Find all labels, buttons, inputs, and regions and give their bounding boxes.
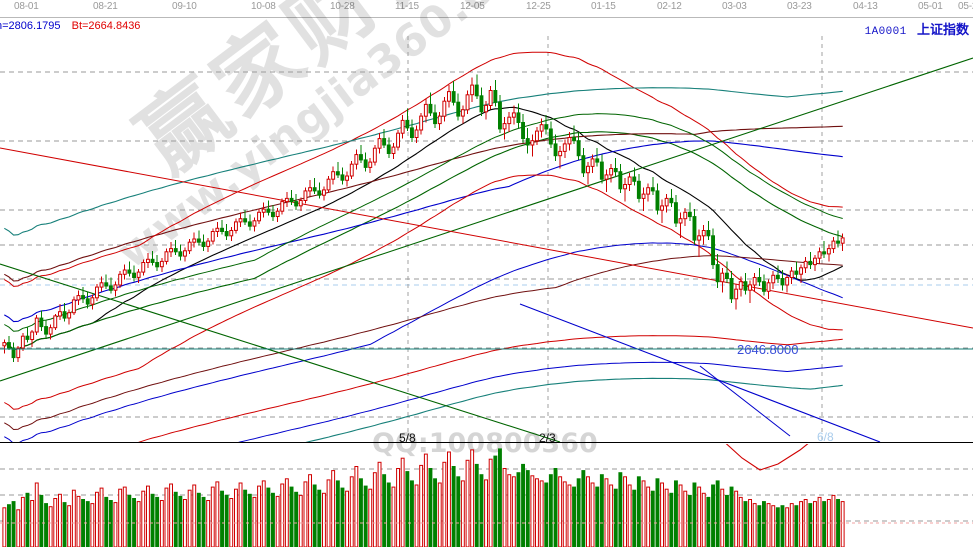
price-panel[interactable] <box>0 36 973 442</box>
date-tick: 03-23 <box>787 1 812 12</box>
volume-chart-svg[interactable] <box>0 444 973 547</box>
volume-panel[interactable] <box>0 444 973 547</box>
panel-divider <box>0 442 973 443</box>
symbol-block: 1A0001 上证指数 <box>865 19 969 38</box>
axis-rule <box>0 17 973 18</box>
indicator-top-value: n=2806.1795 <box>0 20 61 32</box>
price-chart-svg[interactable] <box>0 36 973 442</box>
symbol-name: 上证指数 <box>916 23 969 38</box>
symbol-code: 1A0001 <box>864 26 907 38</box>
date-tick: 10-28 <box>330 1 355 12</box>
date-tick: 12-25 <box>526 1 551 12</box>
fib-label-2-3: 2/3 <box>539 431 556 445</box>
date-tick: 01-15 <box>591 1 616 12</box>
date-tick: 03-03 <box>722 1 747 12</box>
date-tick: 10-08 <box>251 1 276 12</box>
date-axis: 08-01 08-21 09-10 10-08 10-28 11-15 12-05 12-25… <box>0 0 973 17</box>
fib-label-6-8: 6/8 <box>817 430 834 444</box>
date-tick: 09-10 <box>172 1 197 12</box>
date-tick: 05-21 <box>958 1 973 12</box>
indicator-readout: n=2806.1795 Bt=2664.8436 <box>0 20 140 34</box>
indicator-bottom-value: Bt=2664.8436 <box>71 20 141 32</box>
date-tick: 02-12 <box>657 1 682 12</box>
date-tick: 08-21 <box>93 1 118 12</box>
fib-label-5-8: 5/8 <box>399 431 416 445</box>
date-tick: 05-01 <box>918 1 943 12</box>
date-tick: 08-01 <box>14 1 39 12</box>
price-marker-label: 2646.8000 <box>737 342 799 357</box>
date-tick: 12-05 <box>460 1 485 12</box>
date-tick: 04-13 <box>853 1 878 12</box>
date-tick: 11-15 <box>395 1 419 12</box>
